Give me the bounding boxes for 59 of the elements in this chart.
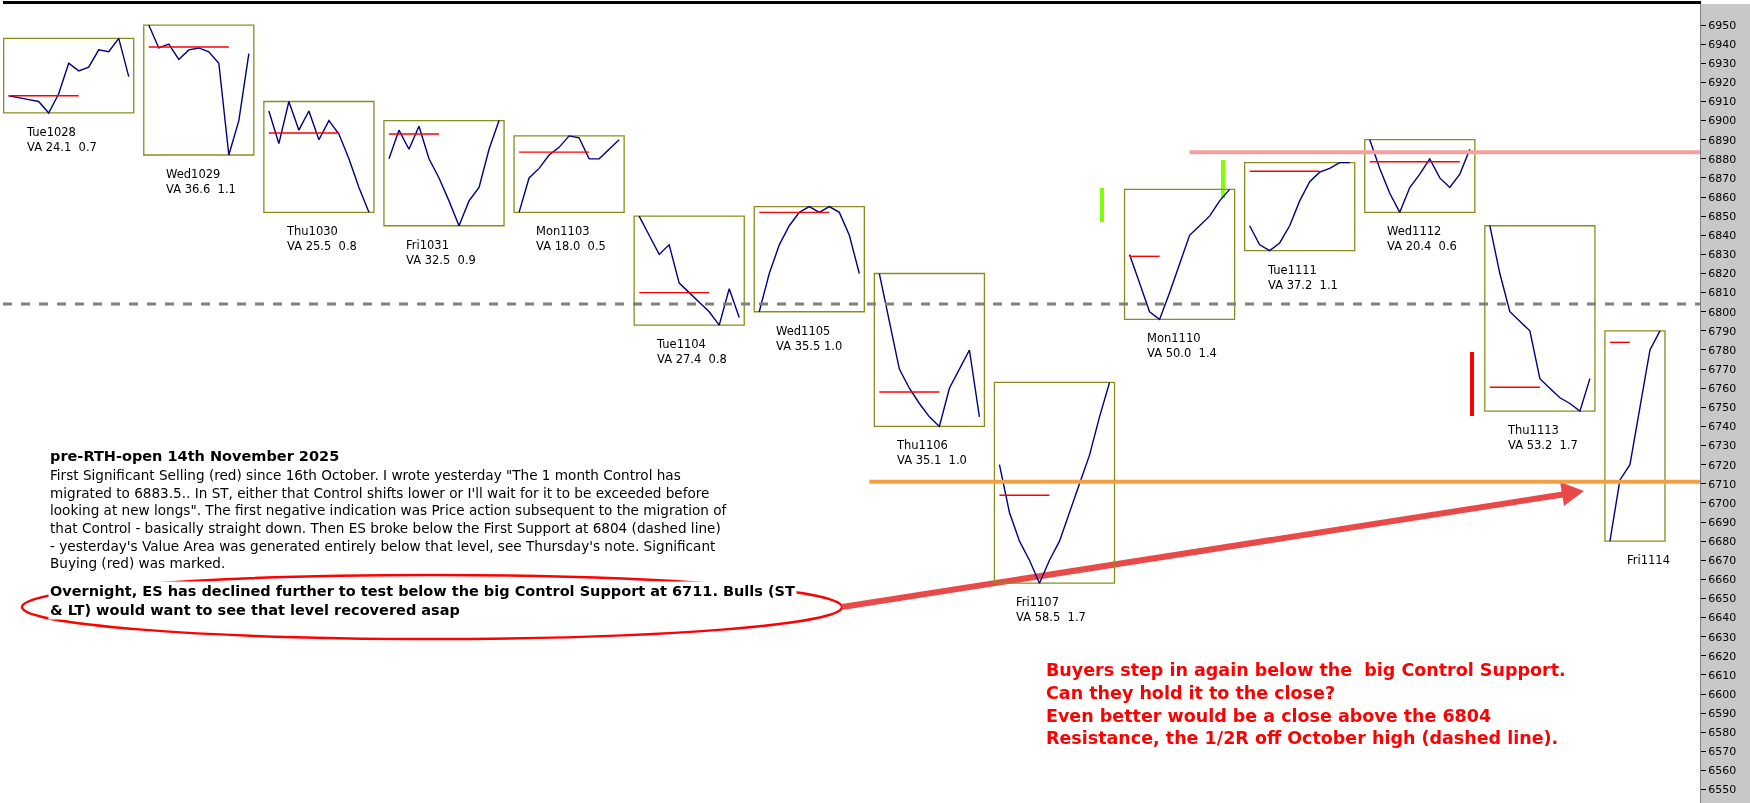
annotation: Overnight, ES has declined further to test below the big Control Support at 6711. Bulls (ST & LT) would want to see that level recovered asap — [50, 583, 795, 618]
y-tick-label: 6680 — [1708, 534, 1737, 548]
y-tick-label: 6770 — [1708, 362, 1737, 376]
y-tick-label: 6750 — [1708, 401, 1737, 415]
y-tick-label: 6590 — [1708, 707, 1737, 721]
y-tick-label: 6920 — [1708, 76, 1737, 90]
y-tick-label: 6840 — [1708, 229, 1737, 243]
y-tick-label: 6810 — [1708, 286, 1737, 300]
y-tick-label: 6620 — [1708, 649, 1737, 663]
y-tick-label: 6670 — [1708, 554, 1737, 568]
y-tick-label: 6630 — [1708, 630, 1737, 644]
annotation: Fri1114 — [1627, 553, 1670, 567]
y-tick-label: 6760 — [1708, 382, 1737, 396]
annotation: First Significant Selling (red) since 16th October. I wrote yesterday "The 1 month Control has migrated to 6883.5.. In ST, either that Control shifts lower or I'll wait for it to be exceeded before looking at new longs". The first negative indication was Price action subsequent to the migration of that Control - basically straight down. Then ES broke below the First Support at 6804 (dashed line) - yesterday's Value Area was generated entirely below that level, see Thursday's note. Significant Buying (red) was marked. — [50, 467, 728, 572]
y-tick-label: 6930 — [1708, 57, 1737, 71]
annotation: Wed1112 VA 20.4 0.6 — [1387, 224, 1457, 253]
y-tick-label: 6560 — [1708, 764, 1737, 778]
annotation: Tue1104 VA 27.4 0.8 — [656, 337, 727, 366]
annotation: Fri1031 VA 32.5 0.9 — [406, 238, 476, 267]
y-tick-label: 6890 — [1708, 133, 1737, 147]
y-tick-label: 6600 — [1708, 687, 1737, 701]
y-tick-label: 6690 — [1708, 515, 1737, 529]
annotation: Thu1113 VA 53.2 1.7 — [1507, 423, 1578, 452]
y-tick-label: 6950 — [1708, 18, 1737, 32]
annotation: Mon1110 VA 50.0 1.4 — [1147, 331, 1217, 360]
y-tick-label: 6610 — [1708, 668, 1737, 682]
y-tick-label: 6780 — [1708, 343, 1737, 357]
y-tick-label: 6580 — [1708, 726, 1737, 740]
y-tick-label: 6720 — [1708, 458, 1737, 472]
y-tick-label: 6550 — [1708, 783, 1737, 797]
annotation: Mon1103 VA 18.0 0.5 — [536, 224, 606, 253]
y-tick-label: 6650 — [1708, 592, 1737, 606]
annotation: Thu1030 VA 25.5 0.8 — [286, 224, 357, 253]
y-tick-label: 6940 — [1708, 37, 1737, 51]
y-tick-label: 6910 — [1708, 95, 1737, 109]
y-tick-label: 6850 — [1708, 210, 1737, 224]
y-tick-label: 6640 — [1708, 611, 1737, 625]
y-tick-label: 6740 — [1708, 420, 1737, 434]
y-tick-label: 6570 — [1708, 745, 1737, 759]
y-tick-label: 6880 — [1708, 152, 1737, 166]
y-tick-label: 6710 — [1708, 477, 1737, 491]
annotation: Wed1029 VA 36.6 1.1 — [166, 167, 236, 196]
annotation: Fri1107 VA 58.5 1.7 — [1016, 595, 1086, 624]
annotation: pre-RTH-open 14th November 2025 — [50, 448, 340, 464]
y-tick-label: 6900 — [1708, 114, 1737, 128]
annotation: Tue1028 VA 24.1 0.7 — [26, 125, 97, 154]
annotation: Buyers step in again below the big Control Support. Can they hold it to the close? Even better would be a close above the 6804 Resistance, the 1/2R off October high (dashed line). — [1046, 660, 1566, 749]
y-tick-label: 6860 — [1708, 190, 1737, 204]
annotation: Tue1111 VA 37.2 1.1 — [1267, 263, 1338, 292]
annotation: Wed1105 VA 35.5 1.0 — [776, 324, 843, 353]
annotation: Thu1106 VA 35.1 1.0 — [896, 438, 967, 467]
y-tick-label: 6790 — [1708, 324, 1737, 338]
y-tick-label: 6730 — [1708, 439, 1737, 453]
y-tick-label: 6870 — [1708, 171, 1737, 185]
y-tick-label: 6830 — [1708, 248, 1737, 262]
y-tick-label: 6820 — [1708, 267, 1737, 281]
y-tick-label: 6800 — [1708, 305, 1737, 319]
y-tick-label: 6700 — [1708, 496, 1737, 510]
y-tick-label: 6660 — [1708, 573, 1737, 587]
